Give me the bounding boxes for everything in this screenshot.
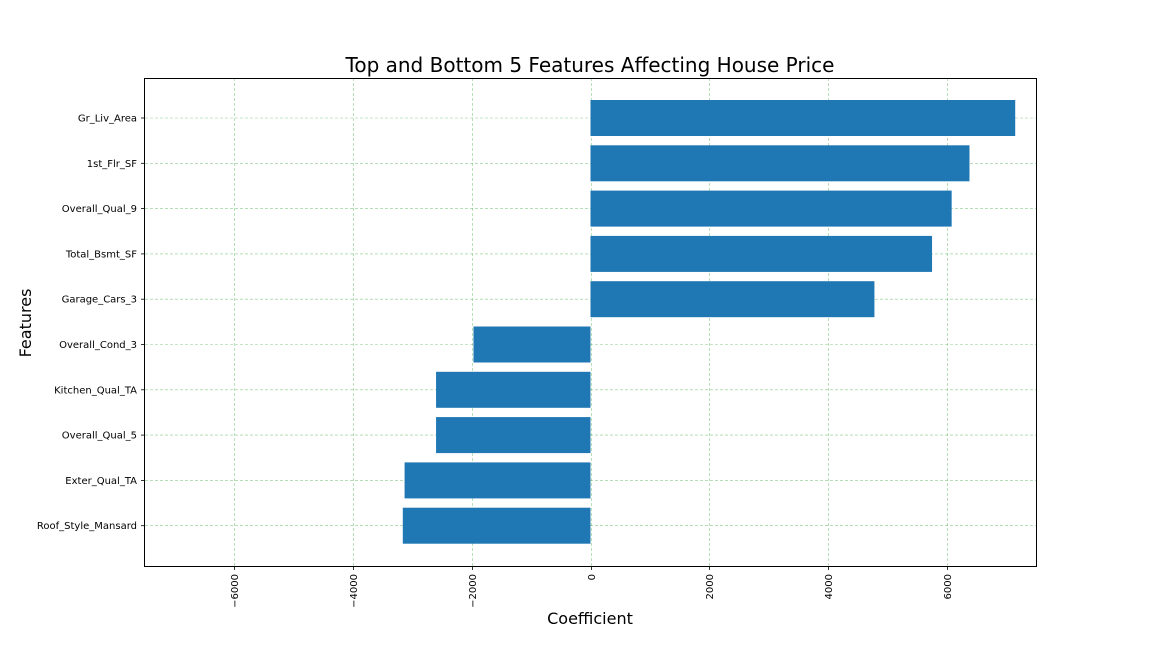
y-tick-label: Gr_Liv_Area <box>78 114 137 125</box>
x-tick-label: 0 <box>587 574 598 580</box>
y-tick-labels: Gr_Liv_Area 1st_Flr_SF Overall_Qual_9 Total… <box>37 114 145 532</box>
y-tick-label: Total_Bsmt_SF <box>65 249 137 260</box>
y-axis-label: Features <box>16 289 35 358</box>
y-tick-label: Overall_Cond_3 <box>59 340 137 351</box>
y-tick-label: Overall_Qual_9 <box>62 204 137 215</box>
y-tick-label: Kitchen_Qual_TA <box>54 385 137 396</box>
bars <box>402 100 1016 544</box>
bar-1st-flr-sf <box>590 145 970 182</box>
bar-garage-cars-3 <box>590 281 875 318</box>
bar-overall-qual-5 <box>436 417 591 454</box>
x-tick-label: 4000 <box>824 574 835 599</box>
y-tick-label: Overall_Qual_5 <box>62 431 137 442</box>
x-tick-label: −4000 <box>349 574 360 608</box>
bar-overall-qual-9 <box>590 190 952 227</box>
x-tick-label: 2000 <box>705 574 716 599</box>
y-tick-label: 1st_Flr_SF <box>87 159 137 170</box>
plot-frame <box>144 78 1037 567</box>
bar-kitchen-qual-ta <box>436 371 591 408</box>
bar-roof-style-mansard <box>402 507 591 544</box>
x-tick-labels: −6000 −4000 −2000 0 2000 4000 6000 <box>230 566 954 608</box>
x-axis-label: Coefficient <box>547 609 633 628</box>
bar-exter-qual-ta <box>404 462 591 499</box>
y-tick-label: Roof_Style_Mansard <box>37 521 137 532</box>
bar-overall-cond-3 <box>473 326 591 363</box>
bar-total-bsmt-sf <box>590 235 933 272</box>
x-tick-label: 6000 <box>943 574 954 599</box>
x-tick-label: −2000 <box>468 574 479 608</box>
x-tick-label: −6000 <box>230 574 241 608</box>
y-tick-label: Garage_Cars_3 <box>62 295 137 306</box>
bar-gr-liv-area <box>590 100 1016 136</box>
y-tick-label: Exter_Qual_TA <box>65 476 137 487</box>
chart-title: Top and Bottom 5 Features Affecting Hous… <box>345 53 835 77</box>
